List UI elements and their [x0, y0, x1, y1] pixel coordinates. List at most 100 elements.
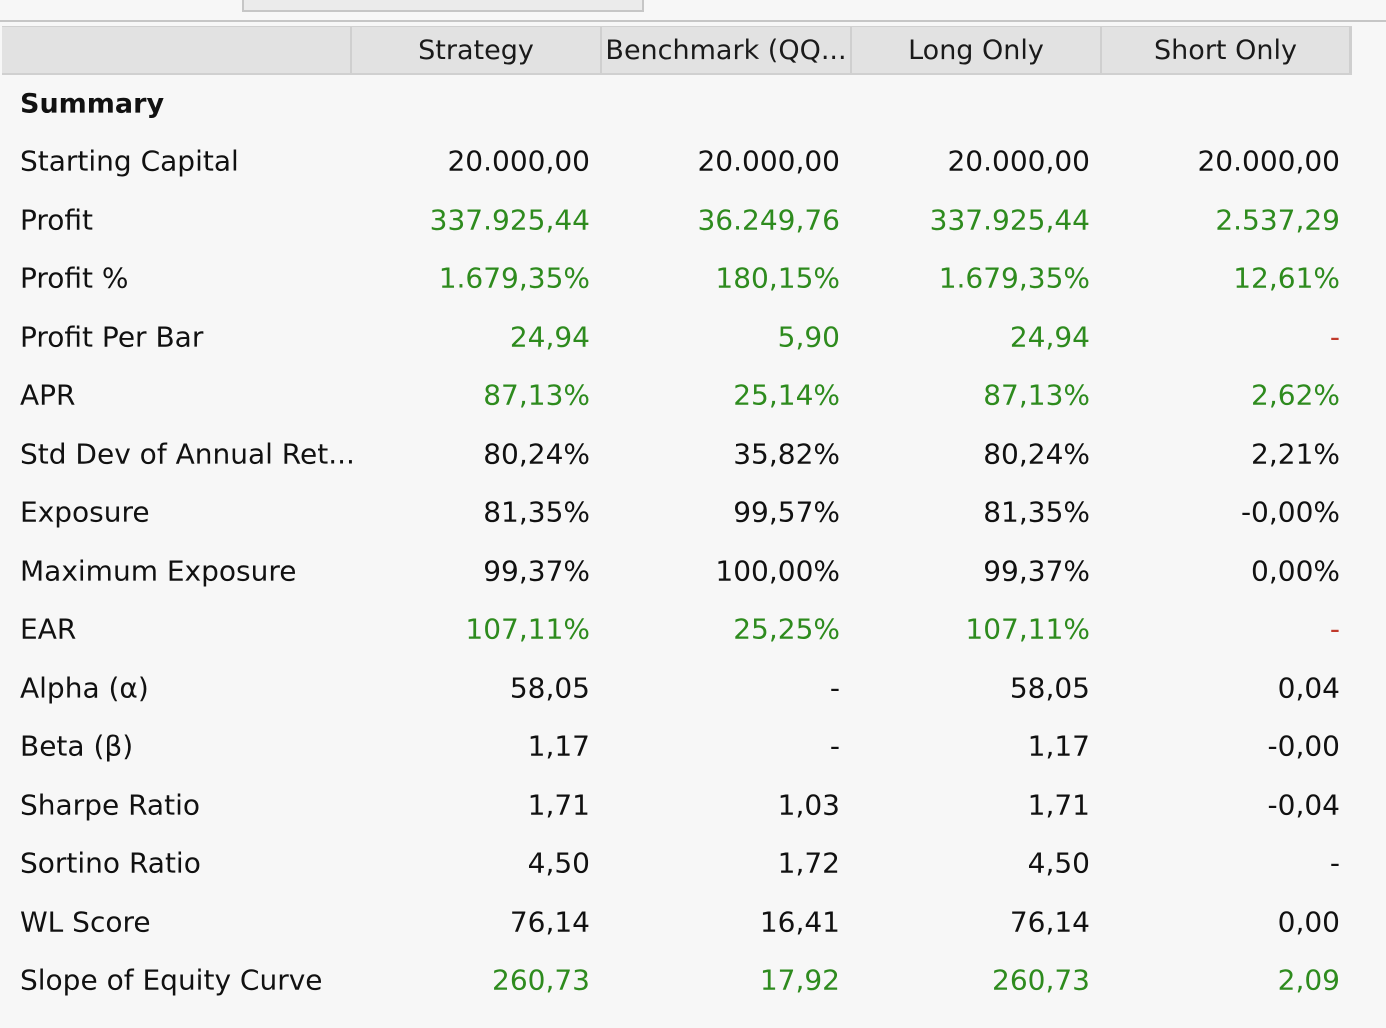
cell-benchmark: 36.249,76	[697, 203, 840, 237]
row-label: APR	[20, 378, 76, 412]
cell-strategy: 107,11%	[465, 612, 590, 646]
table-row[interactable]: Profit % 1.679,35% 180,15% 1.679,35% 12,61%	[0, 249, 1386, 308]
table-row[interactable]: Starting Capital 20.000,00 20.000,00 20.000…	[0, 132, 1386, 191]
cell-long-only: 1,17	[1027, 729, 1090, 763]
cell-benchmark: 5,90	[777, 320, 840, 354]
table-row[interactable]: Sharpe Ratio 1,71 1,03 1,71 -0,04	[0, 776, 1386, 835]
cell-long-only: 1.679,35%	[938, 261, 1090, 295]
cell-short-only: 2,21%	[1251, 437, 1340, 471]
table-row[interactable]: Profit 337.925,44 36.249,76 337.925,44 2.537…	[0, 191, 1386, 250]
cell-short-only: 0,04	[1277, 671, 1340, 705]
table-row[interactable]: Maximum Exposure 99,37% 100,00% 99,37% 0,00%	[0, 542, 1386, 601]
cell-short-only: 2.537,29	[1215, 203, 1340, 237]
cell-long-only: 58,05	[1009, 671, 1090, 705]
cell-short-only: -0,00%	[1240, 495, 1340, 529]
table-row[interactable]: APR 87,13% 25,14% 87,13% 2,62%	[0, 366, 1386, 425]
cell-long-only: 24,94	[1009, 320, 1090, 354]
table-row[interactable]: Beta (β) 1,17 - 1,17 -0,00	[0, 717, 1386, 776]
table-header: Strategy Benchmark (QQ... Long Only Shor…	[2, 26, 1352, 75]
cell-short-only: -0,04	[1267, 788, 1340, 822]
cell-long-only: 20.000,00	[947, 144, 1090, 178]
cell-strategy: 81,35%	[483, 495, 590, 529]
cell-strategy: 87,13%	[483, 378, 590, 412]
cell-strategy: 58,05	[509, 671, 590, 705]
cell-benchmark: 16,41	[759, 905, 840, 939]
cell-benchmark: 25,25%	[733, 612, 840, 646]
cell-strategy: 337.925,44	[429, 203, 590, 237]
row-label: Sortino Ratio	[20, 846, 201, 880]
cell-benchmark: 1,03	[777, 788, 840, 822]
cell-benchmark: 35,82%	[733, 437, 840, 471]
cell-benchmark: -	[829, 671, 840, 705]
top-tab-strip	[0, 0, 1386, 22]
row-label: Profit %	[20, 261, 129, 295]
cell-short-only: 2,62%	[1251, 378, 1340, 412]
row-label: Profit	[20, 203, 94, 237]
cell-long-only: 337.925,44	[929, 203, 1090, 237]
header-short-only[interactable]: Short Only	[1102, 27, 1352, 73]
cell-short-only: 0,00%	[1251, 554, 1340, 588]
metrics-table: Summary Starting Capital 20.000,00 20.000,…	[0, 76, 1386, 1010]
row-label: Sharpe Ratio	[20, 788, 200, 822]
table-row[interactable]: Std Dev of Annual Ret... 80,24% 35,82% 80,2…	[0, 425, 1386, 484]
cell-short-only: -0,00	[1267, 729, 1340, 763]
cell-strategy: 1,71	[527, 788, 590, 822]
header-strategy[interactable]: Strategy	[352, 27, 602, 73]
cell-strategy: 99,37%	[483, 554, 590, 588]
cell-short-only: 0,00	[1277, 905, 1340, 939]
tab-stub[interactable]	[242, 0, 644, 12]
table-row[interactable]: EAR 107,11% 25,25% 107,11% -	[0, 600, 1386, 659]
cell-benchmark: 100,00%	[715, 554, 840, 588]
cell-strategy: 260,73	[492, 963, 590, 997]
cell-benchmark: 20.000,00	[697, 144, 840, 178]
cell-strategy: 1,17	[527, 729, 590, 763]
row-label: Alpha (α)	[20, 671, 149, 705]
table-row[interactable]: Sortino Ratio 4,50 1,72 4,50 -	[0, 834, 1386, 893]
row-label: Exposure	[20, 495, 150, 529]
header-benchmark[interactable]: Benchmark (QQ...	[602, 27, 852, 73]
cell-strategy: 76,14	[509, 905, 590, 939]
cell-strategy: 20.000,00	[447, 144, 590, 178]
row-label: Std Dev of Annual Ret...	[20, 437, 355, 471]
section-summary: Summary	[0, 76, 1386, 132]
cell-short-only: 2,09	[1277, 963, 1340, 997]
table-row[interactable]: Exposure 81,35% 99,57% 81,35% -0,00%	[0, 483, 1386, 542]
table-row[interactable]: Profit Per Bar 24,94 5,90 24,94 -	[0, 308, 1386, 367]
cell-long-only: 80,24%	[983, 437, 1090, 471]
cell-short-only: -	[1329, 846, 1340, 880]
cell-short-only: 12,61%	[1233, 261, 1340, 295]
cell-benchmark: 25,14%	[733, 378, 840, 412]
cell-benchmark: 17,92	[759, 963, 840, 997]
table-row[interactable]: Alpha (α) 58,05 - 58,05 0,04	[0, 659, 1386, 718]
section-title: Summary	[20, 88, 165, 120]
cell-long-only: 99,37%	[983, 554, 1090, 588]
row-label: Maximum Exposure	[20, 554, 297, 588]
cell-short-only: -	[1329, 320, 1340, 354]
cell-benchmark: -	[829, 729, 840, 763]
cell-long-only: 1,71	[1027, 788, 1090, 822]
cell-benchmark: 99,57%	[733, 495, 840, 529]
cell-benchmark: 180,15%	[715, 261, 840, 295]
cell-long-only: 76,14	[1009, 905, 1090, 939]
row-label: Slope of Equity Curve	[20, 963, 323, 997]
row-label: Beta (β)	[20, 729, 134, 763]
header-long-only[interactable]: Long Only	[852, 27, 1102, 73]
cell-benchmark: 1,72	[777, 846, 840, 880]
cell-long-only: 81,35%	[983, 495, 1090, 529]
cell-short-only: -	[1329, 612, 1340, 646]
table-row[interactable]: Slope of Equity Curve 260,73 17,92 260,73 2,…	[0, 951, 1386, 1010]
cell-long-only: 260,73	[992, 963, 1090, 997]
table-row[interactable]: WL Score 76,14 16,41 76,14 0,00	[0, 893, 1386, 952]
cell-long-only: 4,50	[1027, 846, 1090, 880]
cell-short-only: 20.000,00	[1197, 144, 1340, 178]
header-row-label-column[interactable]	[2, 27, 352, 73]
row-label: WL Score	[20, 905, 151, 939]
row-label: EAR	[20, 612, 77, 646]
row-label: Profit Per Bar	[20, 320, 204, 354]
cell-strategy: 4,50	[527, 846, 590, 880]
cell-long-only: 107,11%	[965, 612, 1090, 646]
cell-strategy: 1.679,35%	[438, 261, 590, 295]
cell-strategy: 24,94	[509, 320, 590, 354]
row-label: Starting Capital	[20, 144, 239, 178]
cell-strategy: 80,24%	[483, 437, 590, 471]
